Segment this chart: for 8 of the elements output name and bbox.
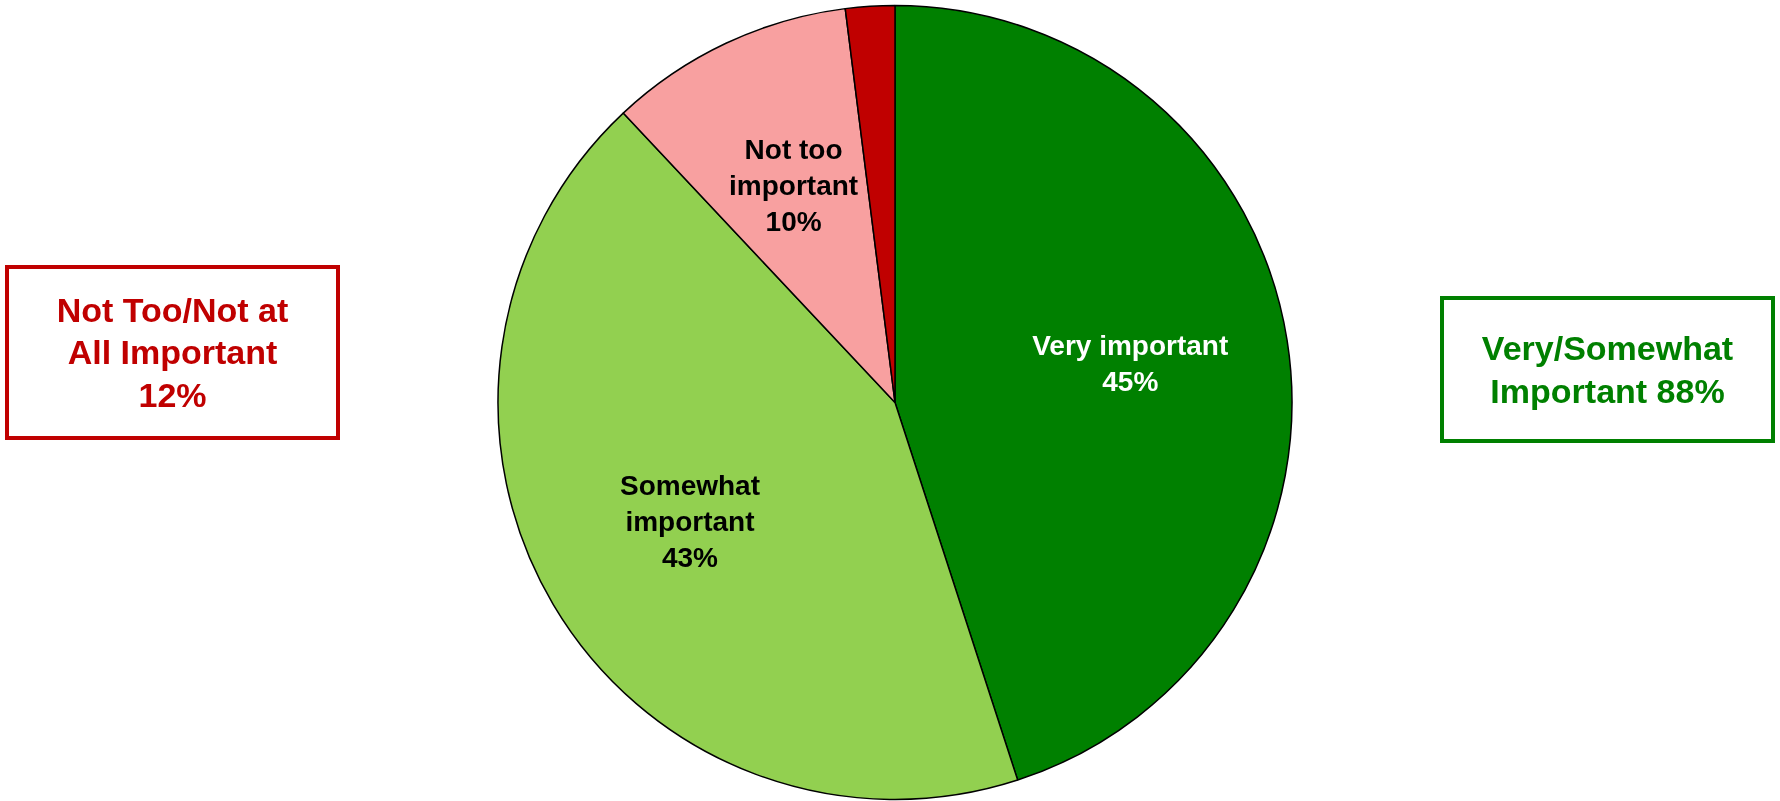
text: Not Too/Not at All Important 12% bbox=[5, 265, 340, 440]
data-label: 43% bbox=[661, 542, 719, 574]
slice-label: Somewhat important bbox=[619, 470, 760, 538]
data-label: 10% bbox=[765, 205, 822, 237]
text: Very/Somewhat Important 88% bbox=[1440, 296, 1775, 443]
slice-label: Very important bbox=[1032, 329, 1229, 361]
slice-label: Not too important bbox=[729, 133, 859, 201]
data-label: 45% bbox=[1102, 365, 1159, 397]
